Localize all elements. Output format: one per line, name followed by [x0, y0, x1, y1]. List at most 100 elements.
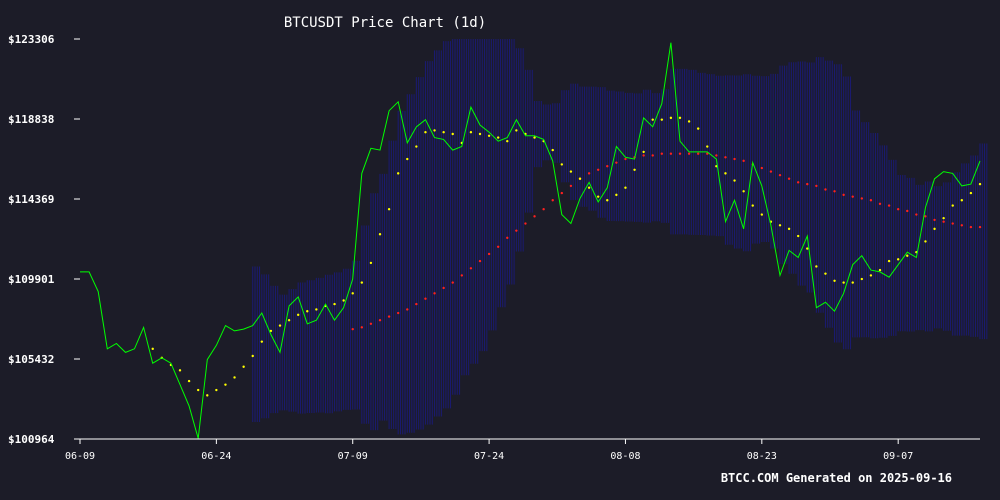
price-line	[80, 42, 981, 439]
sar-point	[833, 279, 836, 283]
ma-point	[551, 199, 554, 202]
sar-point	[351, 292, 354, 295]
ma-point	[424, 297, 427, 300]
sar-point	[515, 129, 518, 132]
ma-point	[869, 199, 873, 202]
sar-point	[396, 172, 400, 175]
ma-point	[696, 152, 700, 155]
ma-point	[842, 193, 845, 197]
ma-point	[615, 161, 618, 164]
sar-point	[951, 204, 954, 207]
ma-point	[833, 190, 836, 193]
ma-point	[660, 152, 664, 155]
sar-point	[387, 207, 391, 211]
y-tick-label: $114369	[8, 193, 54, 206]
sar-point	[342, 299, 345, 302]
ma-point	[433, 292, 436, 295]
sar-point	[624, 186, 627, 189]
parabolic-sar-series	[151, 116, 982, 397]
x-tick-label: 07-09	[338, 451, 368, 462]
ma-point	[406, 308, 409, 311]
x-tick-label: 06-09	[65, 451, 95, 462]
sar-point	[360, 281, 364, 284]
sar-point	[678, 116, 682, 120]
sar-point	[333, 302, 336, 306]
ma-point	[915, 213, 918, 216]
ma-point	[442, 286, 445, 290]
ma-point	[796, 181, 800, 184]
ma-point	[715, 154, 718, 157]
ma-point	[687, 152, 691, 155]
ma-point	[624, 157, 627, 161]
sar-point	[869, 274, 873, 277]
moving-average-series	[351, 152, 982, 331]
ma-point	[369, 322, 373, 325]
sar-point	[433, 129, 436, 132]
ma-point	[351, 327, 354, 331]
sar-point	[696, 127, 700, 130]
sar-point	[896, 258, 900, 261]
sar-point	[424, 131, 427, 134]
sar-point	[296, 313, 300, 317]
sar-point	[642, 150, 645, 154]
ma-point	[524, 222, 527, 225]
ma-point	[569, 184, 573, 188]
ma-point	[587, 172, 591, 175]
ma-point	[851, 195, 854, 198]
ma-point	[496, 245, 500, 248]
sar-point	[742, 190, 745, 193]
sar-point	[824, 272, 827, 275]
ma-point	[942, 220, 945, 223]
sar-point	[315, 308, 318, 311]
sar-point	[569, 170, 573, 173]
sar-point	[206, 394, 209, 397]
sar-point	[860, 277, 864, 281]
x-tick-label: 06-24	[201, 451, 231, 462]
sar-point	[469, 131, 473, 134]
y-axis-ticks: $123306 $118838 $114369 $109901 $105432 $1009…	[8, 33, 80, 446]
ma-point	[960, 224, 964, 227]
ma-point	[451, 281, 454, 284]
sar-point	[887, 259, 891, 263]
sar-point	[960, 199, 964, 202]
sar-point	[224, 383, 227, 386]
sar-point	[151, 347, 154, 351]
ma-point	[596, 168, 600, 172]
sar-point	[406, 157, 409, 161]
ma-point	[651, 154, 654, 157]
chart-footer: BTCC.COM Generated on 2025-09-16	[721, 471, 952, 485]
ma-point	[760, 166, 764, 170]
sar-point	[978, 182, 982, 186]
ma-point	[678, 152, 682, 155]
chart-title: BTCUSDT Price Chart (1d)	[284, 15, 486, 31]
y-tick-label: $118838	[8, 113, 54, 126]
sar-point	[706, 145, 709, 148]
sar-point	[587, 186, 591, 189]
sar-point	[760, 213, 764, 216]
sar-point	[651, 118, 654, 121]
sar-point	[487, 134, 491, 137]
sar-point	[287, 318, 291, 322]
sar-point	[306, 310, 309, 313]
ma-point	[706, 152, 709, 155]
sar-point	[669, 116, 673, 120]
ma-point	[778, 173, 782, 177]
sar-point	[178, 369, 182, 372]
ma-point	[642, 154, 645, 157]
sar-point	[551, 148, 554, 152]
ma-point	[606, 165, 609, 168]
ma-point	[669, 152, 673, 155]
sar-point	[942, 216, 945, 220]
ma-point	[460, 274, 464, 277]
ma-point	[724, 156, 727, 159]
ma-point	[742, 159, 745, 163]
sar-point	[196, 388, 200, 392]
ma-point	[906, 209, 909, 213]
x-tick-label: 08-23	[747, 451, 777, 462]
x-tick-label: 07-24	[474, 451, 504, 462]
y-tick-label: $109901	[8, 273, 55, 286]
ma-point	[824, 188, 827, 191]
ma-point	[896, 207, 900, 211]
